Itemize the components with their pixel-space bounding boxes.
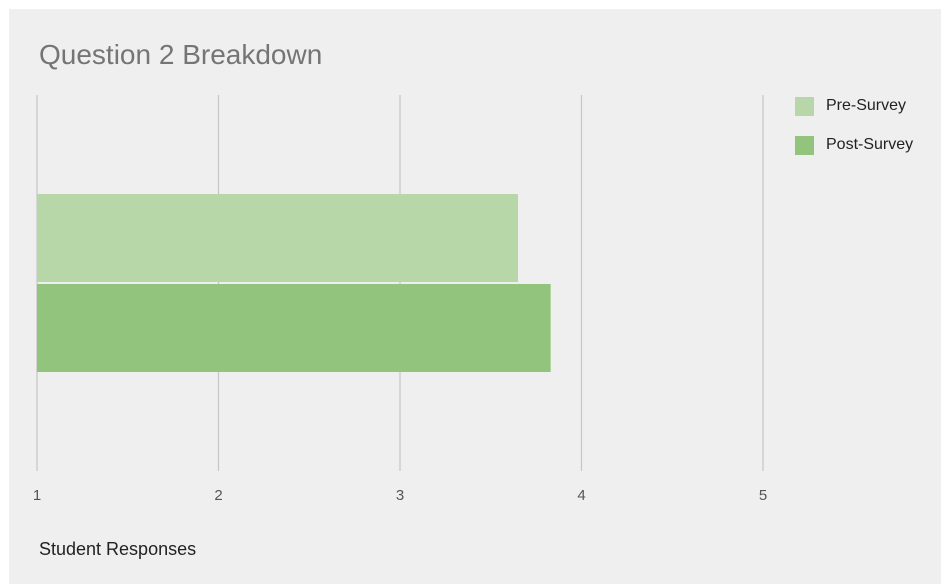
legend-label: Pre-Survey: [826, 97, 907, 114]
chart-plot-area: 1 2 3 4 5: [33, 95, 767, 504]
x-tick-label: 1: [33, 487, 41, 504]
legend-item-pre-survey[interactable]: Pre-Survey: [795, 96, 913, 116]
legend-label: Post-Survey: [826, 136, 914, 153]
x-tick-labels: 1 2 3 4 5: [33, 487, 767, 504]
bar-post-survey[interactable]: [37, 284, 551, 372]
x-axis-label: Student Responses: [39, 539, 197, 559]
chart-card: Question 2 Breakdown 1 2 3 4 5 Student Respo…: [9, 9, 941, 584]
x-tick-label: 3: [396, 487, 404, 504]
legend-item-post-survey[interactable]: Post-Survey: [795, 135, 913, 155]
gridlines: [36, 95, 764, 471]
x-tick-label: 2: [214, 487, 222, 504]
chart-title: Question 2 Breakdown: [39, 39, 323, 70]
x-tick-label: 5: [759, 487, 767, 504]
bar-pre-survey[interactable]: [37, 194, 518, 282]
x-tick-label: 4: [577, 487, 585, 504]
bars: [37, 194, 551, 372]
legend-swatch: [795, 135, 814, 155]
legend-swatch: [795, 96, 814, 116]
legend: Pre-Survey Post-Survey: [795, 96, 913, 174]
